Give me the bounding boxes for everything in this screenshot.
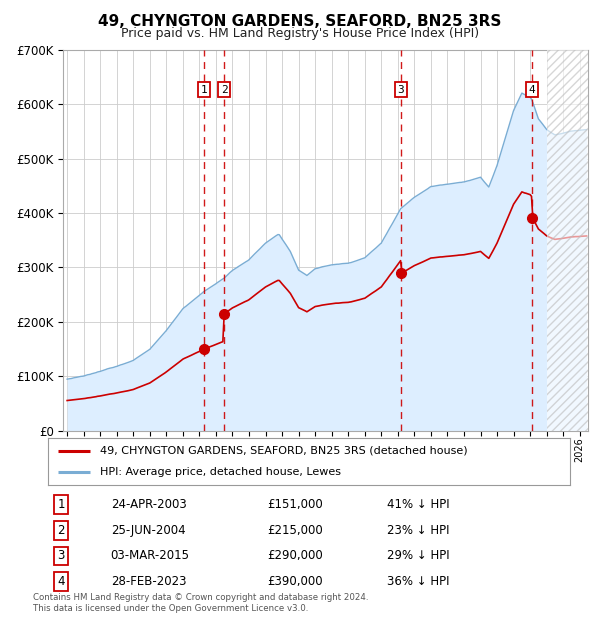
Text: £390,000: £390,000 <box>267 575 323 588</box>
Text: 24-APR-2003: 24-APR-2003 <box>110 498 187 511</box>
Text: 49, CHYNGTON GARDENS, SEAFORD, BN25 3RS: 49, CHYNGTON GARDENS, SEAFORD, BN25 3RS <box>98 14 502 29</box>
Text: 41% ↓ HPI: 41% ↓ HPI <box>388 498 450 511</box>
Text: 3: 3 <box>397 85 404 95</box>
Text: £215,000: £215,000 <box>267 524 323 537</box>
Text: 29% ↓ HPI: 29% ↓ HPI <box>388 549 450 562</box>
Text: 49, CHYNGTON GARDENS, SEAFORD, BN25 3RS (detached house): 49, CHYNGTON GARDENS, SEAFORD, BN25 3RS … <box>100 446 468 456</box>
Text: 36% ↓ HPI: 36% ↓ HPI <box>388 575 450 588</box>
Text: Price paid vs. HM Land Registry's House Price Index (HPI): Price paid vs. HM Land Registry's House … <box>121 27 479 40</box>
Text: 28-FEB-2023: 28-FEB-2023 <box>110 575 186 588</box>
Text: £151,000: £151,000 <box>267 498 323 511</box>
Text: 3: 3 <box>58 549 65 562</box>
Text: Contains HM Land Registry data © Crown copyright and database right 2024.
This d: Contains HM Land Registry data © Crown c… <box>33 593 368 613</box>
Text: £290,000: £290,000 <box>267 549 323 562</box>
Text: 2: 2 <box>58 524 65 537</box>
Text: 4: 4 <box>58 575 65 588</box>
Text: 1: 1 <box>201 85 208 95</box>
Text: 25-JUN-2004: 25-JUN-2004 <box>110 524 185 537</box>
Text: 2: 2 <box>221 85 227 95</box>
Text: 4: 4 <box>529 85 535 95</box>
Text: 03-MAR-2015: 03-MAR-2015 <box>110 549 190 562</box>
Text: HPI: Average price, detached house, Lewes: HPI: Average price, detached house, Lewe… <box>100 467 341 477</box>
Text: 23% ↓ HPI: 23% ↓ HPI <box>388 524 450 537</box>
Text: 1: 1 <box>58 498 65 511</box>
